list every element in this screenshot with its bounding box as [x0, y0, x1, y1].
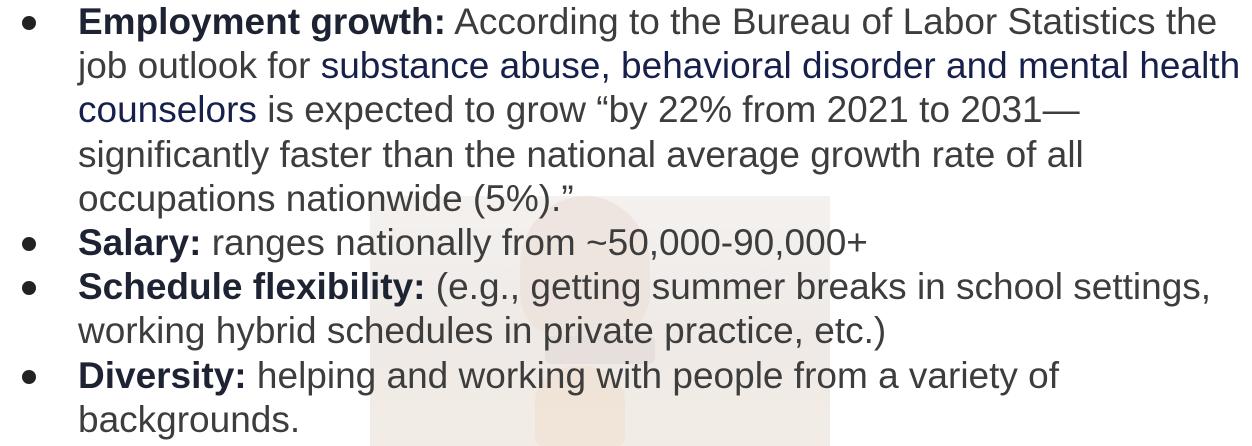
bullet-item: Employment growth: According to the Bure…: [0, 0, 1250, 221]
bullet-item: Salary: ranges nationally from ~50,000-9…: [0, 221, 1250, 265]
item-label: Salary:: [78, 222, 201, 263]
item-text: ranges nationally from ~50,000-90,000+: [212, 222, 868, 263]
bullet-item: Schedule flexibility: (e.g., getting sum…: [0, 265, 1250, 353]
bullet-list: Employment growth: According to the Bure…: [0, 0, 1250, 442]
bullet-item: Diversity: helping and working with peop…: [0, 354, 1250, 442]
item-label: Schedule flexibility:: [78, 266, 425, 307]
item-label: Diversity:: [78, 355, 247, 396]
item-label: Employment growth:: [78, 1, 446, 42]
slide: {"items": [ {"label": "Employment growth…: [0, 0, 1252, 446]
